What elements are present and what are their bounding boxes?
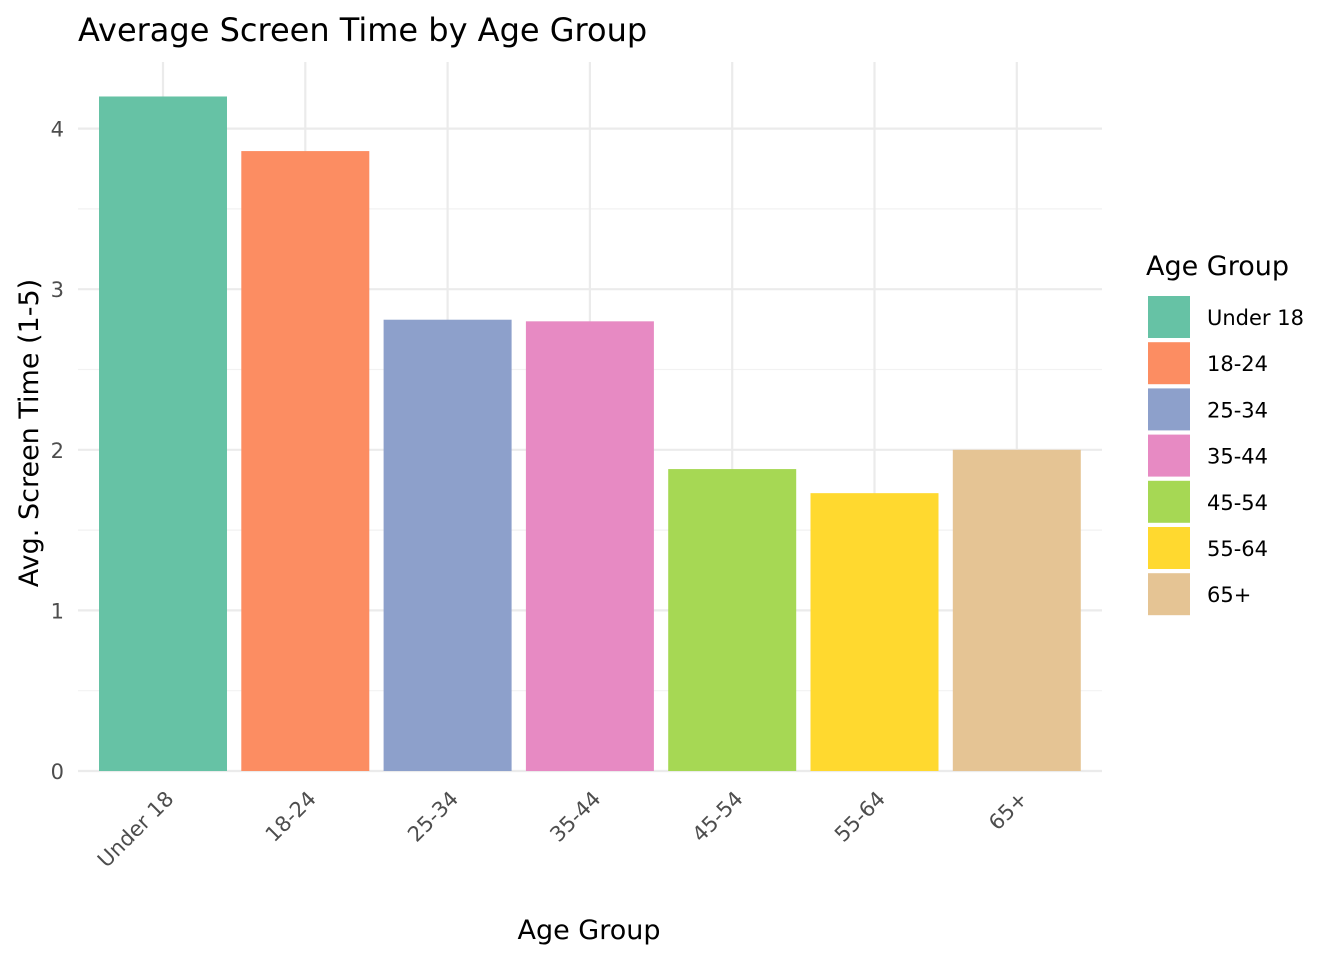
legend-label: 25-34 [1207,398,1268,422]
x-tick-label: 45-54 [688,787,748,847]
bar [383,319,512,771]
x-tick-label: 55-64 [830,787,890,847]
y-tick-label: 4 [51,118,64,142]
x-tick-label: 18-24 [261,787,321,847]
legend-swatch [1148,480,1190,523]
legend-swatch [1148,527,1190,569]
y-tick-label: 1 [51,599,64,623]
x-tick-label: Under 18 [93,787,179,873]
legend-swatch [1148,342,1190,385]
legend-label: 65+ [1207,583,1251,607]
legend-title: Age Group [1146,251,1289,282]
y-axis-title: Avg. Screen Time (1-5) [14,279,45,587]
legend: Under 18 18-24 25-34 35-44 45-54 55-64 65+ [1148,296,1304,616]
legend-label: 45-54 [1207,491,1268,515]
legend-label: 55-64 [1207,537,1268,561]
y-tick-label: 2 [51,439,64,463]
x-axis-title: Age Group [517,915,660,946]
bar [241,151,370,772]
bar [525,321,654,771]
legend-swatch [1148,573,1190,616]
legend-swatch [1148,434,1190,477]
y-tick-label: 3 [51,278,64,302]
chart-title: Average Screen Time by Age Group [78,11,647,49]
bar [810,493,939,771]
x-tick-label: 35-44 [545,787,605,847]
legend-swatch [1148,296,1190,338]
legend-swatch [1148,388,1190,431]
y-axis-ticks: 0 1 2 3 4 [51,118,64,784]
x-axis-ticks: Under 18 18-24 25-34 35-44 45-54 55-64 65+ [93,787,1032,873]
x-tick-label: 65+ [984,787,1032,835]
bars [99,96,1081,772]
legend-label: Under 18 [1207,306,1304,330]
x-tick-label: 25-34 [403,787,463,847]
bar [99,96,227,772]
y-tick-label: 0 [51,760,64,784]
bar [668,469,797,771]
legend-label: 35-44 [1207,445,1268,469]
legend-label: 18-24 [1207,352,1268,376]
bar [952,449,1081,771]
